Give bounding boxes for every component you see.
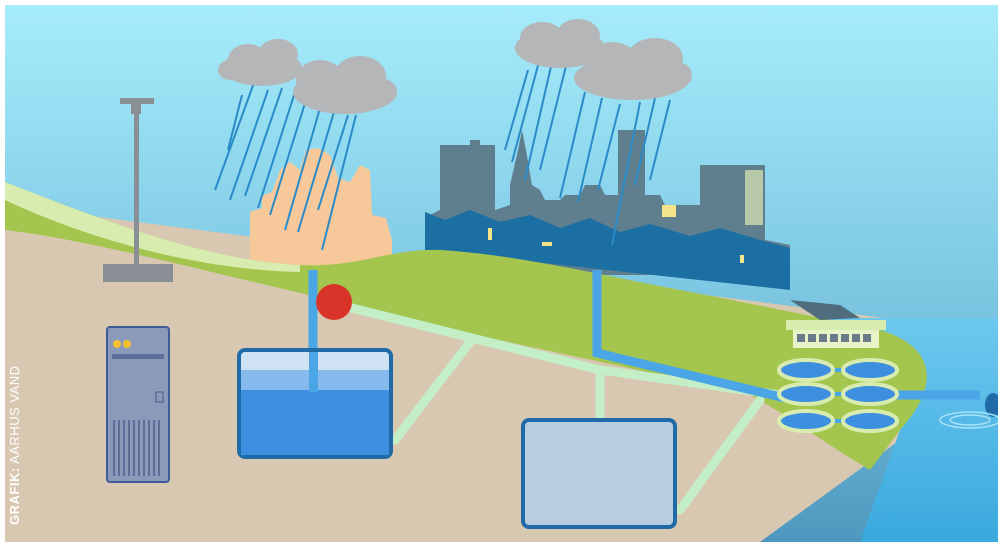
- server-cabinet-icon: [106, 326, 170, 483]
- credit-source: AARHUS VAND: [7, 365, 22, 464]
- street-lamp-icon: [103, 98, 173, 282]
- grass-hill: [5, 182, 927, 470]
- cloud-icon: [218, 39, 397, 114]
- cloud-icon: [515, 19, 692, 100]
- valve-icon: [316, 284, 352, 320]
- retention-basin-empty: [521, 418, 677, 529]
- orange-buildings: [250, 148, 392, 270]
- credit-label: GRAFIK:: [7, 467, 22, 525]
- rain-icon: [214, 57, 671, 251]
- grass-highlight: [5, 182, 300, 272]
- retention-basin-full: [237, 348, 393, 459]
- city-skyline: [425, 130, 790, 290]
- graphic-credit: GRAFIK: AARHUS VAND: [7, 365, 22, 525]
- shore-rocks: [790, 300, 860, 320]
- treatment-plant-icon: [777, 320, 899, 433]
